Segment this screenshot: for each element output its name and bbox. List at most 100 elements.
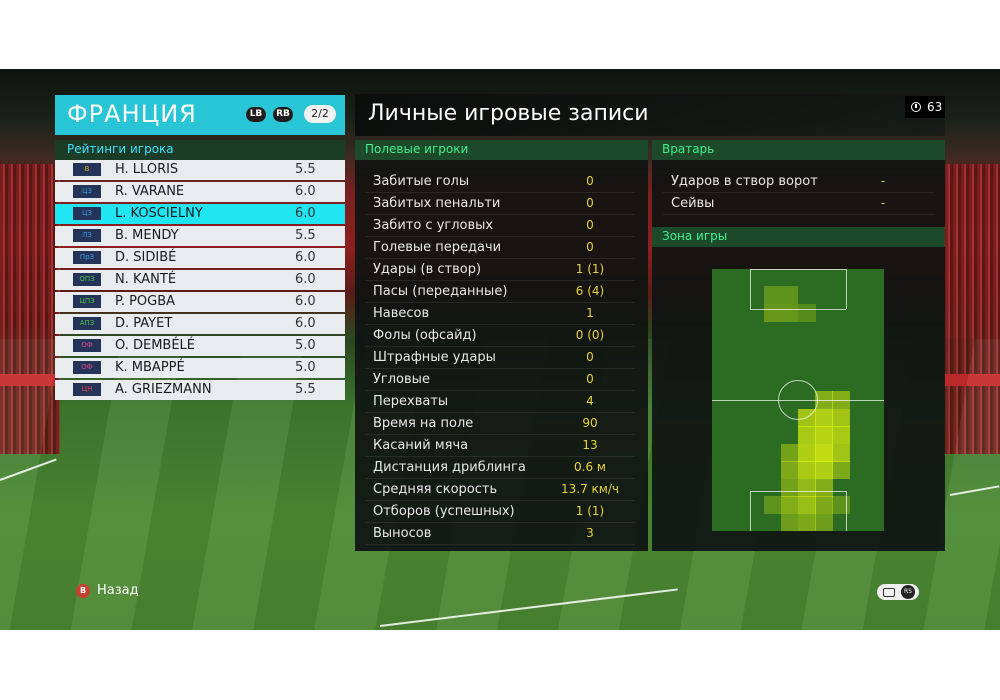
back-button-icon[interactable]: B (76, 584, 90, 598)
zone-heatmap (712, 269, 884, 531)
heat-cell (815, 478, 833, 497)
stat-value: 0 (586, 350, 594, 364)
heat-cell (798, 443, 816, 462)
stat-label: Перехваты (373, 394, 449, 409)
position-badge: АПЗ (73, 317, 101, 330)
heat-cell (832, 443, 851, 462)
heat-cell (815, 443, 833, 462)
clock-icon (911, 102, 921, 112)
rb-button[interactable]: RB (273, 107, 293, 122)
player-row[interactable]: ЦЗ R. VARANE 6.0 (55, 182, 345, 202)
heat-cell (798, 461, 816, 480)
heat-cell (780, 303, 799, 322)
player-name: L. KOSCIELNY (115, 206, 203, 221)
stat-row: Перехваты 4 (365, 391, 635, 413)
heat-cell (832, 408, 851, 427)
stat-row: Удары (в створ) 1 (1) (365, 259, 635, 281)
position-badge: ОФ (73, 339, 101, 352)
penalty-box-top (750, 269, 751, 309)
heat-cell (763, 496, 782, 515)
player-rating: 6.0 (295, 250, 316, 265)
stat-row: Дистанция дриблинга 0.6 м (365, 457, 635, 479)
heat-cell (832, 461, 851, 480)
heat-cell (815, 496, 833, 515)
stat-label: Средняя скорость (373, 482, 498, 497)
stat-label: Сейвы (671, 196, 715, 211)
stat-row: Забитых пенальти 0 (365, 193, 635, 215)
player-rating: 5.0 (295, 338, 316, 353)
player-name: H. LLORIS (115, 162, 179, 177)
position-badge: ЦЗ (73, 207, 101, 220)
heat-cell (763, 303, 782, 322)
stat-value: 0.6 м (574, 460, 606, 474)
stat-value: 90 (582, 416, 598, 430)
stat-label: Штрафные удары (373, 350, 496, 365)
heat-cell (780, 461, 799, 480)
field-players-panel (355, 140, 648, 551)
stat-label: Фолы (офсайд) (373, 328, 477, 343)
position-badge: ПрЗ (73, 251, 101, 264)
player-rating: 5.5 (295, 382, 316, 397)
stat-row: Отборов (успешных) 1 (1) (365, 501, 635, 523)
player-row[interactable]: ЦН A. GRIEZMANN 5.5 (55, 380, 345, 400)
center-circle (778, 380, 818, 420)
player-row[interactable]: ОФ O. DEMBÉLÉ 5.0 (55, 336, 345, 356)
ad-board-right (945, 374, 1000, 386)
stat-label: Пасы (переданные) (373, 284, 508, 299)
page-indicator: 2/2 (304, 105, 336, 123)
player-row[interactable]: ОФ K. MBAPPÉ 5.0 (55, 358, 345, 378)
stat-value: 3 (586, 526, 594, 540)
player-name: D. PAYET (115, 316, 173, 331)
field-player-stats: Забитые голы 0 Забитых пенальти 0 Забито с у… (365, 171, 635, 545)
position-badge: ЦПЗ (73, 295, 101, 308)
stat-value: 1 (1) (575, 262, 605, 276)
player-row[interactable]: ЛЗ B. MENDY 5.5 (55, 226, 345, 246)
stat-label: Удары (в створ) (373, 262, 482, 277)
timer-value: 63 (927, 100, 943, 114)
stat-row: Угловые 0 (365, 369, 635, 391)
goalkeeper-header: Вратарь (652, 140, 945, 160)
heat-cell (832, 426, 851, 445)
stat-value: 0 (586, 218, 594, 232)
stat-label: Ударов в створ ворот (671, 174, 818, 189)
player-row[interactable]: В H. LLORIS 5.5 (55, 160, 345, 180)
heat-cell (798, 496, 816, 515)
stat-value: 13 (582, 438, 598, 452)
player-name: K. MBAPPÉ (115, 360, 185, 375)
stat-row: Время на поле 90 (365, 413, 635, 435)
ratings-header: Рейтинги игрока (55, 140, 345, 160)
player-rating: 6.0 (295, 206, 316, 221)
field-players-header: Полевые игроки (355, 140, 648, 160)
heat-cell (780, 496, 799, 515)
chat-button[interactable]: RS (877, 584, 919, 600)
lb-button[interactable]: LB (246, 107, 266, 122)
position-badge: В (73, 163, 101, 176)
game-screen: ФРАНЦИЯ LB RB 2/2 Рейтинги игрока В H. LL… (0, 69, 1000, 630)
heat-cell (832, 496, 851, 515)
stat-value: 1 (586, 306, 594, 320)
stat-value: 0 (0) (575, 328, 605, 342)
position-badge: ЦЗ (73, 185, 101, 198)
player-rating: 6.0 (295, 184, 316, 199)
team-header: ФРАНЦИЯ LB RB 2/2 (55, 95, 345, 135)
player-row[interactable]: ЦЗ L. KOSCIELNY 6.0 (55, 204, 345, 224)
heat-cell (780, 443, 799, 462)
match-timer: 63 (905, 96, 945, 118)
heat-cell (763, 286, 782, 305)
main-title-bar: Личные игровые записи (355, 94, 945, 136)
stat-value: 0 (586, 372, 594, 386)
stadium-crowd-right (945, 164, 1000, 454)
stat-row: Касаний мяча 13 (365, 435, 635, 457)
heat-cell (780, 513, 799, 531)
player-row[interactable]: АПЗ D. PAYET 6.0 (55, 314, 345, 334)
player-name: D. SIDIBÉ (115, 250, 177, 265)
player-row[interactable]: ПрЗ D. SIDIBÉ 6.0 (55, 248, 345, 268)
stat-label: Дистанция дриблинга (373, 460, 526, 475)
team-name: ФРАНЦИЯ (67, 100, 197, 128)
player-row[interactable]: ЦПЗ P. POGBA 6.0 (55, 292, 345, 312)
heat-cell (815, 408, 833, 427)
chat-icon (883, 588, 895, 597)
back-label[interactable]: Назад (97, 583, 139, 598)
ratings-title: Рейтинги игрока (67, 142, 174, 156)
player-row[interactable]: ОПЗ N. KANTÉ 6.0 (55, 270, 345, 290)
